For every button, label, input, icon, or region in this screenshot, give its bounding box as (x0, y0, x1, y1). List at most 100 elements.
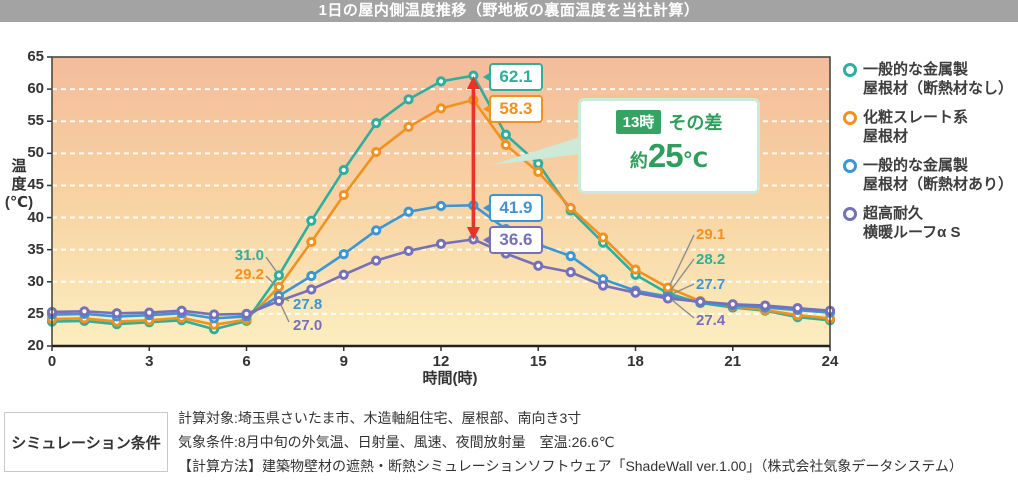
y-axis-label: 温 度 (℃) (4, 158, 34, 211)
series-1-point-h14 (500, 139, 511, 151)
series-2-point-h12 (435, 200, 447, 212)
y-tick-label-65: 65 (27, 48, 44, 65)
series-0-point-h10 (371, 118, 382, 129)
series-1-point-h17 (597, 232, 609, 243)
legend-marker-icon (843, 207, 857, 221)
series-0-point-h9 (338, 164, 349, 176)
legend-marker-icon (843, 63, 857, 77)
series-2-point-h8 (306, 270, 317, 282)
series-0-point-h8 (306, 215, 317, 226)
callout-value-row: 約25℃ (629, 137, 709, 174)
chart-legend: 一般的な金属製 屋根材（断熱材なし） 化粧スレート系 屋根材一般的な金属製 屋根材（断熱… (843, 60, 1018, 242)
conditions-line-2: 気象条件:8月中旬の外気温、日射量、風速、夜間放射量 室温:26.6℃ (178, 434, 615, 450)
series-2-point-h10 (371, 225, 382, 236)
series-3-point-h9 (338, 269, 349, 280)
series-1-point-h19 (662, 282, 674, 293)
series-3-point-h11 (403, 245, 414, 257)
series-1-point-h9 (338, 189, 349, 201)
annotation-7h-27.0: 27.0 (293, 317, 323, 334)
y-tick-label-25: 25 (27, 304, 44, 322)
series-1-point-h7 (273, 281, 285, 293)
annotation-19h-29.1: 29.1 (696, 226, 726, 243)
annotation-19h-27.7: 27.7 (696, 276, 726, 293)
series-3-point-h12 (435, 238, 447, 249)
annotation-leader-6 (671, 283, 695, 295)
series-1-point-h11 (403, 121, 414, 133)
x-tick-label-12: 12 (432, 353, 450, 370)
series-3-point-h19 (662, 293, 674, 304)
legend-item-2: 一般的な金属製 屋根材（断熱材あり） (843, 156, 1018, 194)
series-3-point-h5 (208, 309, 220, 320)
y-tick-label-45: 45 (27, 176, 44, 194)
series-3-point-h2 (111, 308, 122, 319)
annotation-19h-28.2: 28.2 (696, 251, 726, 268)
series-1-point-h12 (435, 103, 447, 114)
y-tick-label-35: 35 (27, 240, 44, 258)
conditions-line-3: 【計算方法】建築物壁材の遮熱・断熱シミュレーションソフトウェア「ShadeWal… (178, 458, 963, 474)
temperature-line-chart: 温 度 (℃) 65 60 55 50 45 40 35 30 25 20 0 3 6 9 12 15 18 2… (0, 26, 1018, 398)
annotation-7h-29.2: 29.2 (234, 266, 264, 283)
peak-value-label-62.1: 62.1 (483, 62, 543, 91)
series-0-point-h11 (403, 94, 414, 105)
legend-marker-icon (843, 159, 857, 173)
difference-arrow-head-bottom (466, 227, 480, 240)
legend-label: 化粧スレート系 屋根材 (863, 109, 969, 145)
series-1-point-h8 (306, 236, 317, 248)
legend-label: 超高耐久 横暖ルーフα S (863, 205, 961, 241)
y-tick-label-50: 50 (27, 144, 44, 162)
x-tick-label-6: 6 (242, 353, 251, 370)
annotation-7h-31.0: 31.0 (234, 247, 264, 264)
series-3-point-h6 (241, 308, 252, 319)
series-3-point-h3 (144, 307, 155, 318)
series-0-point-h7 (273, 270, 285, 281)
annotation-19h-27.4: 27.4 (696, 312, 726, 329)
peak-value-label-58.3: 58.3 (483, 95, 543, 124)
annotation-leader-4 (669, 234, 695, 286)
chart-title: 1日の屋内側温度推移（野地板の裏面温度を当社計算） (318, 2, 700, 19)
legend-item-3: 超高耐久 横暖ルーフα S (843, 204, 1018, 242)
series-1-point-h15 (533, 166, 544, 178)
callout-pointer (492, 137, 580, 165)
series-3-point-h16 (565, 267, 576, 278)
annotation-leader-3 (280, 304, 290, 323)
series-3-point-h4 (176, 305, 187, 316)
conditions-line-1: 計算対象:埼玉県さいたま市、木造軸組住宅、屋根部、南向き3寸 (178, 410, 582, 426)
x-tick-label-0: 0 (47, 353, 57, 370)
simulation-conditions: シミュレーション条件 計算対象:埼玉県さいたま市、木造軸組住宅、屋根部、南向き3… (0, 404, 1018, 488)
y-tick-label-30: 30 (27, 272, 44, 290)
series-3-point-h10 (371, 255, 382, 266)
x-tick-label-21: 21 (724, 353, 742, 370)
series-2-point-h16 (565, 250, 576, 262)
annotation-leader-1 (265, 275, 276, 286)
series-3-point-h18 (630, 287, 641, 298)
series-3-point-h17 (597, 280, 609, 291)
peak-value-label-36.6: 36.6 (483, 226, 543, 255)
y-tick-label-40: 40 (27, 208, 44, 226)
x-tick-label-15: 15 (529, 353, 547, 370)
legend-label: 一般的な金属製 屋根材（断熱材あり） (863, 157, 1014, 193)
series-2-point-h9 (338, 249, 349, 260)
annotation-leader-0 (265, 256, 277, 272)
series-3-point-h1 (79, 306, 90, 317)
legend-item-0: 一般的な金属製 屋根材（断熱材なし） (843, 60, 1018, 98)
difference-arrow-head-top (466, 76, 480, 89)
series-0-point-h14 (500, 129, 511, 140)
annotation-leader-7 (671, 299, 695, 319)
series-1-point-h16 (565, 202, 576, 214)
x-tick-label-24: 24 (821, 353, 839, 370)
y-tick-label-60: 60 (27, 80, 44, 98)
callout-time-badge: 13時 (615, 110, 662, 134)
chart-title-bar: 1日の屋内側温度推移（野地板の裏面温度を当社計算） (0, 0, 1018, 22)
x-tick-label-18: 18 (627, 353, 644, 370)
legend-label: 一般的な金属製 屋根材（断熱材なし） (863, 61, 1014, 97)
series-3-point-h22 (760, 300, 771, 311)
series-2-point-h11 (403, 206, 414, 217)
callout-value: 25 (647, 137, 684, 174)
series-3-point-h15 (533, 260, 544, 271)
x-axis-label: 時間(時) (422, 370, 478, 387)
x-tick-label-3: 3 (145, 353, 154, 370)
series-1-point-h10 (371, 146, 382, 158)
series-3-point-h20 (695, 296, 706, 307)
series-0-point-h15 (533, 158, 544, 169)
x-tick-label-9: 9 (339, 353, 348, 370)
